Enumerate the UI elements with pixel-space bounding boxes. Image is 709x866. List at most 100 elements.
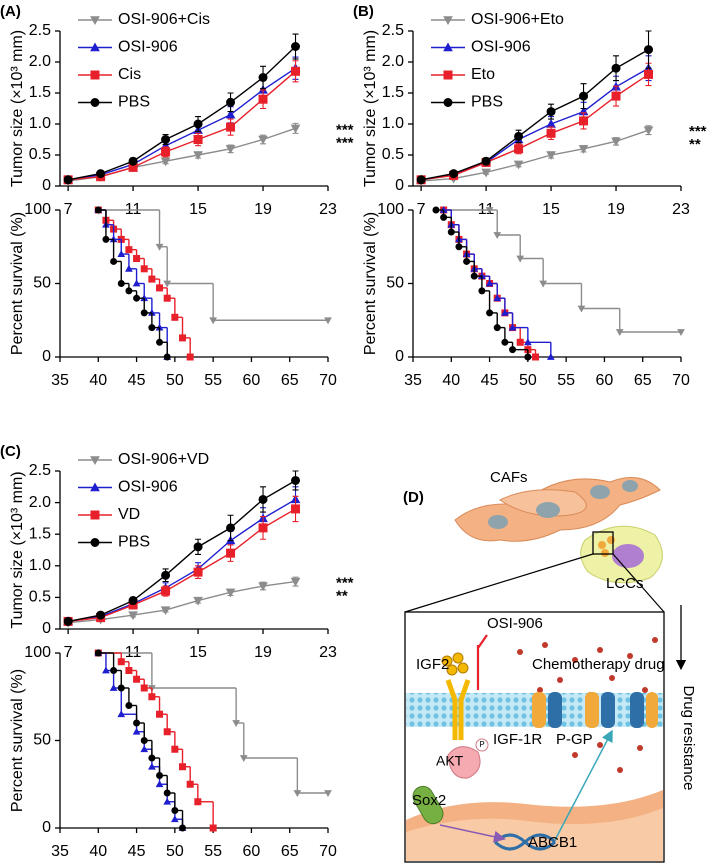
marker [291, 66, 301, 76]
marker [148, 762, 156, 770]
panel-label: (B) [353, 3, 374, 20]
marker [508, 323, 517, 331]
y-tick-label: 2.5 [29, 462, 51, 479]
marker [291, 475, 301, 485]
marker [160, 606, 171, 616]
marker [163, 294, 171, 302]
marker [258, 94, 268, 104]
marker [163, 353, 171, 361]
legend-label: OSI-906+Cis [118, 11, 210, 28]
line [67, 479, 296, 623]
marker [133, 719, 141, 727]
marker [125, 246, 133, 254]
phospho [475, 738, 489, 752]
marker [128, 596, 138, 606]
marker [156, 338, 164, 346]
x-tick-label: 45 [128, 843, 146, 860]
marker [611, 137, 621, 147]
marker [258, 582, 268, 592]
marker [532, 353, 540, 361]
marker [163, 789, 171, 797]
x-tick-label: 35 [404, 372, 422, 389]
x-tick-label: 40 [89, 843, 107, 860]
cafs-cells [454, 477, 661, 542]
y-tick-label: 2.5 [382, 22, 404, 39]
marker [140, 265, 148, 273]
marker [156, 772, 164, 779]
marker [117, 280, 125, 287]
marker [455, 243, 463, 251]
x-tick-label: 40 [442, 372, 460, 389]
label: AKT [436, 753, 464, 769]
marker [194, 798, 202, 806]
marker [90, 16, 100, 26]
line [68, 70, 296, 181]
line [68, 498, 296, 623]
marker [140, 745, 149, 753]
marker [416, 175, 426, 185]
marker [90, 70, 100, 80]
y-tick-label: 0 [395, 177, 404, 194]
marker [110, 667, 118, 674]
y-tick-label: 1.5 [29, 525, 51, 542]
marker [171, 807, 179, 814]
y-tick-label: 50 [33, 732, 51, 749]
akt [447, 746, 481, 779]
marker [132, 727, 141, 735]
marker [579, 91, 589, 101]
line [68, 580, 296, 624]
x-tick-label: 45 [481, 372, 499, 389]
x-tick-label: 55 [204, 843, 222, 860]
marker [117, 250, 126, 257]
marker [447, 228, 455, 236]
y-tick-label: 1.0 [29, 115, 51, 132]
legend-label: PBS [118, 534, 150, 551]
y-tick-label: 100 [24, 644, 51, 661]
marker [539, 280, 548, 288]
marker [148, 324, 156, 332]
marker [161, 586, 171, 596]
label: P-GP [556, 731, 593, 748]
marker [677, 329, 685, 337]
x-tick-label: 60 [596, 372, 614, 389]
marker [179, 824, 187, 832]
marker [186, 780, 194, 788]
marker [501, 338, 509, 346]
y-tick-label: 0.5 [29, 146, 51, 163]
marker [546, 151, 556, 161]
y-tick-label: 0.5 [382, 146, 404, 163]
y-tick-label: 1.0 [29, 557, 51, 574]
x-tick-label: 60 [243, 372, 261, 389]
x-tick-label: 23 [672, 201, 690, 218]
marker [96, 169, 106, 179]
panel-label: (C) [0, 443, 21, 460]
y-tick-label: 1.5 [382, 84, 404, 101]
marker [193, 135, 203, 144]
marker [524, 338, 532, 346]
marker [163, 280, 172, 288]
marker [179, 334, 187, 342]
marker [125, 264, 133, 272]
label: IGF2 [416, 656, 449, 673]
marker [140, 737, 148, 744]
marker [546, 107, 556, 117]
marker [463, 257, 471, 265]
marker [117, 710, 126, 718]
marker [171, 313, 179, 321]
marker [513, 160, 524, 170]
marker [258, 494, 268, 504]
annotation: *** [689, 123, 707, 140]
marker [125, 667, 133, 674]
marker [109, 683, 118, 691]
marker [516, 338, 524, 346]
marker [186, 353, 194, 361]
x-tick-label: 55 [557, 372, 575, 389]
inhibition [476, 634, 488, 690]
marker [443, 16, 453, 26]
label: IGF-1R [493, 731, 542, 748]
marker [160, 157, 171, 167]
y-tick-label: 100 [377, 201, 404, 218]
marker [524, 353, 532, 361]
marker [485, 279, 494, 287]
